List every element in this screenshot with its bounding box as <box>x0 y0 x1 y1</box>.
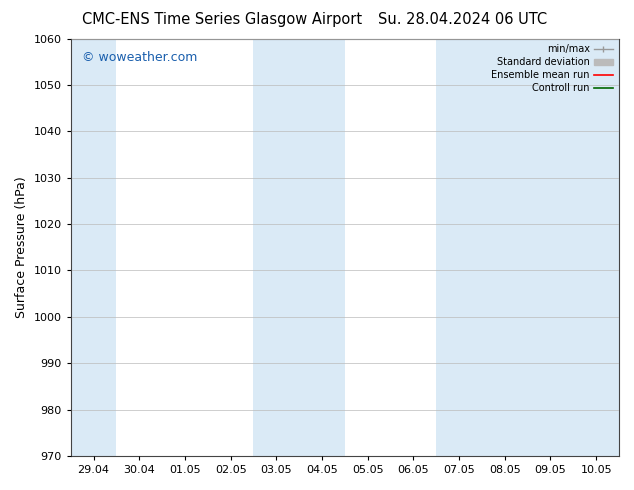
Bar <box>436 39 619 456</box>
Bar <box>71 39 117 456</box>
Bar <box>254 39 345 456</box>
Legend: min/max, Standard deviation, Ensemble mean run, Controll run: min/max, Standard deviation, Ensemble me… <box>488 41 617 97</box>
Text: © woweather.com: © woweather.com <box>82 51 197 64</box>
Y-axis label: Surface Pressure (hPa): Surface Pressure (hPa) <box>15 176 28 318</box>
Text: Su. 28.04.2024 06 UTC: Su. 28.04.2024 06 UTC <box>378 12 547 27</box>
Text: CMC-ENS Time Series Glasgow Airport: CMC-ENS Time Series Glasgow Airport <box>82 12 362 27</box>
